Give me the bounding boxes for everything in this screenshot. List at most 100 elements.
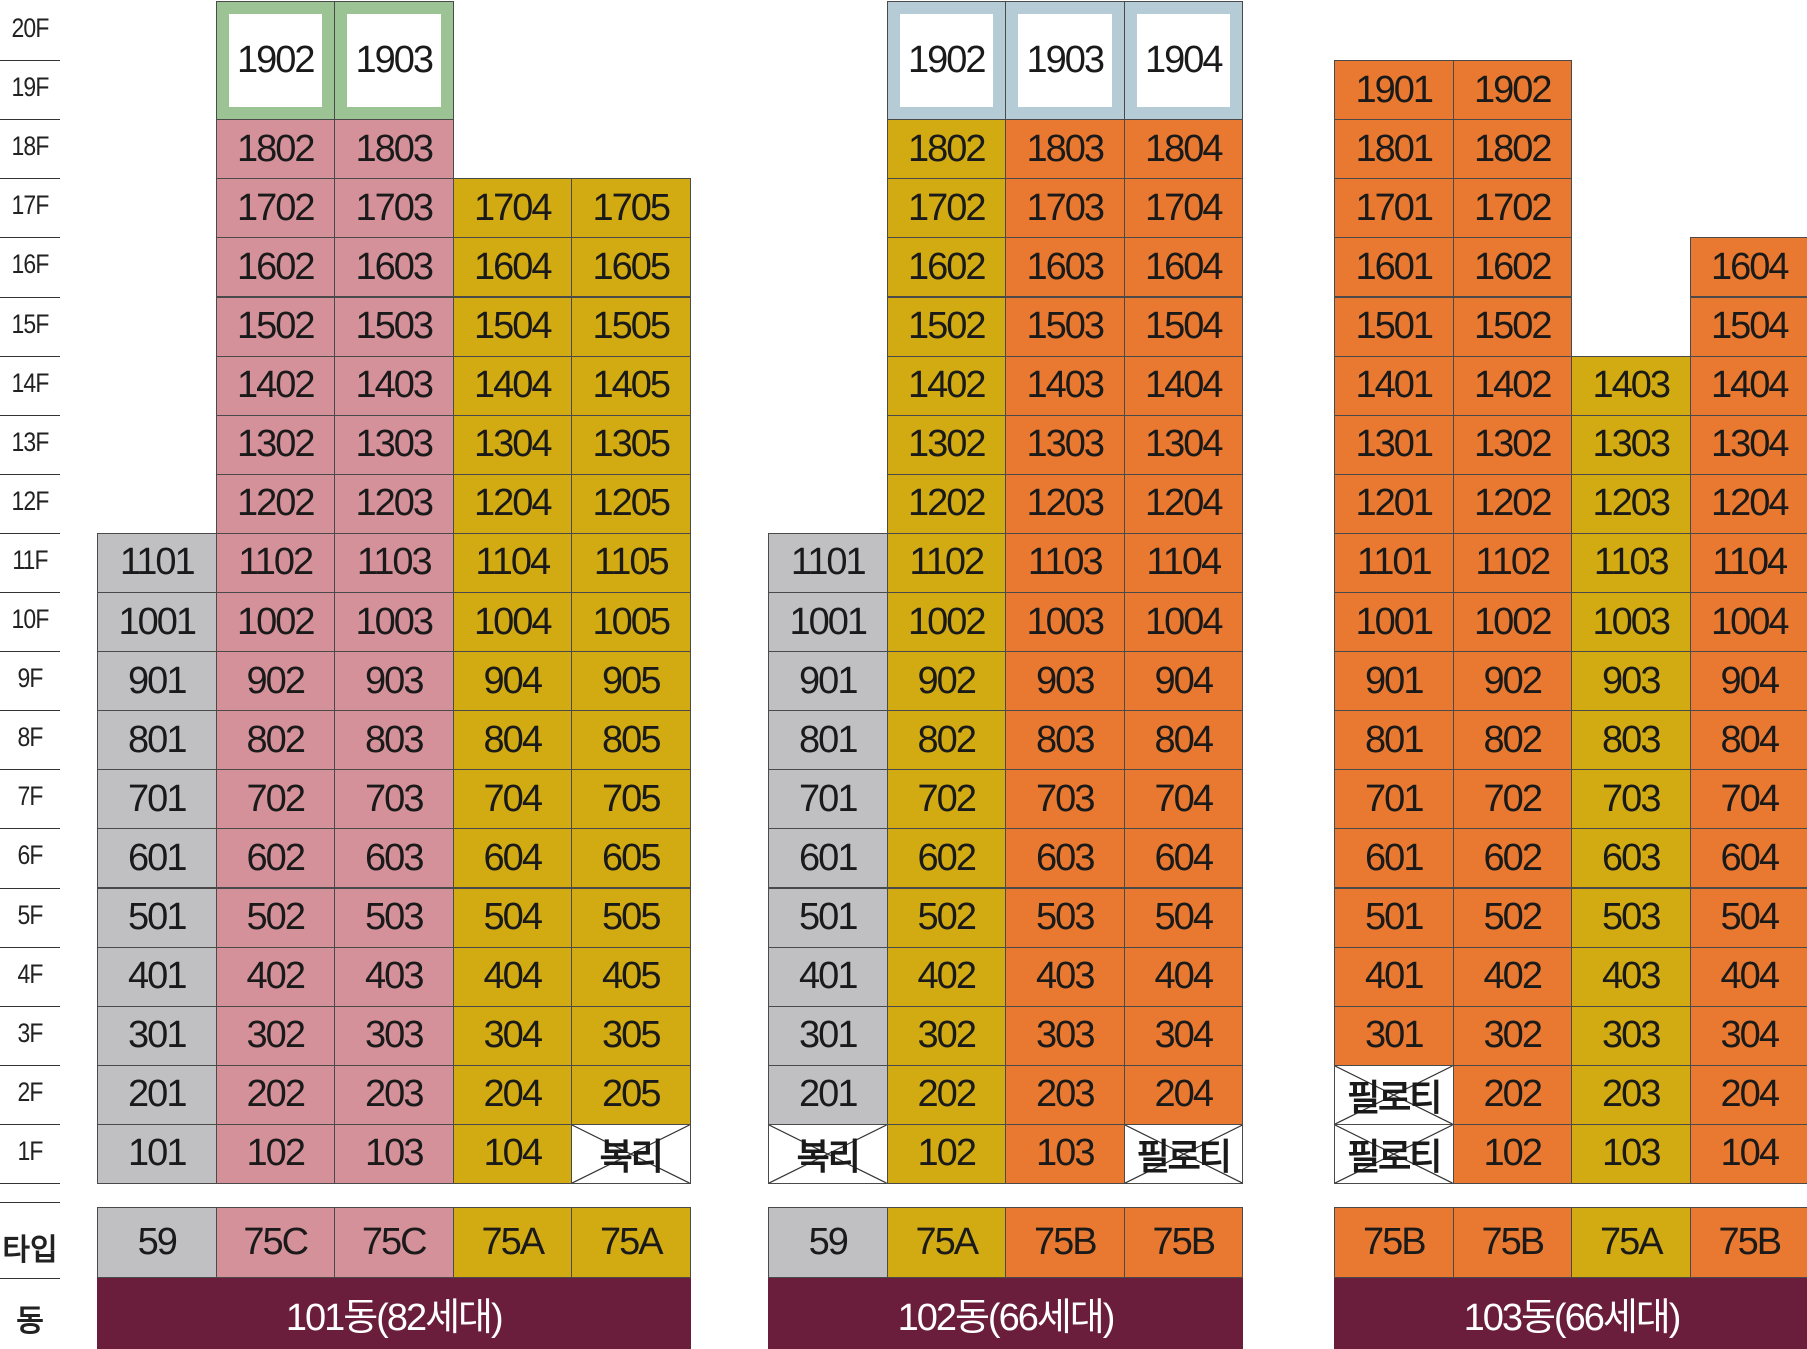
- unit-cell: 1603: [1005, 237, 1125, 298]
- unit-cell: 1703: [1005, 178, 1125, 239]
- floor-separator: [0, 946, 60, 948]
- unit-label: 503: [365, 896, 424, 939]
- unit-label: 604: [1154, 836, 1214, 879]
- unit-cell: 1303: [1005, 414, 1125, 475]
- unit-label: 401: [128, 955, 187, 998]
- unit-label: 103: [1602, 1132, 1661, 1175]
- unit-type-cell: 75B: [1005, 1207, 1125, 1278]
- unit-cell-inner: [1018, 14, 1112, 108]
- unit-label: 1801: [1355, 127, 1434, 170]
- floor-separator: [0, 473, 60, 475]
- unit-label: 1001: [118, 600, 197, 643]
- unit-label: 902: [1483, 659, 1543, 702]
- floor-label: 10F: [11, 604, 49, 634]
- unit-cell: 1101: [1334, 532, 1454, 593]
- unit-label: 403: [1036, 955, 1095, 998]
- unit-label: 1502: [1473, 305, 1553, 348]
- unit-cell: 501: [768, 887, 888, 948]
- unit-label: 301: [1365, 1014, 1424, 1057]
- cross-mark-icon: [769, 1124, 887, 1183]
- unit-type-cell: 75B: [1334, 1207, 1454, 1278]
- cross-mark-icon: [1335, 1124, 1453, 1183]
- unit-cell: 1504: [1689, 296, 1807, 357]
- unit-label: 402: [1483, 955, 1543, 998]
- unit-label: 1702: [1473, 186, 1553, 229]
- unit-cell: 705: [571, 769, 691, 830]
- unit-type-cell: 75B: [1689, 1207, 1807, 1278]
- unit-cell: 904: [1689, 651, 1807, 712]
- unit-label: 1001: [789, 600, 868, 643]
- unit-cell: 501: [97, 887, 217, 948]
- unit-cell: 1602: [1452, 237, 1572, 298]
- unit-cell: 1802: [1452, 119, 1572, 180]
- unit-cell: 304: [452, 1005, 572, 1066]
- unit-cell: 804: [452, 710, 572, 771]
- unit-label: 1402: [907, 364, 987, 407]
- unit-cell: 504: [452, 887, 572, 948]
- unit-label: 605: [602, 836, 661, 879]
- unit-cell: 1604: [1123, 237, 1243, 298]
- unit-cell: 502: [1452, 887, 1572, 948]
- unit-label: 502: [246, 896, 306, 939]
- unit-cell: 1304: [1123, 414, 1243, 475]
- unit-label: 1303: [355, 423, 434, 466]
- unit-label: 1003: [1592, 600, 1671, 643]
- unit-label: 902: [917, 659, 977, 702]
- unit-label: 505: [602, 896, 661, 939]
- unit-label: 복리: [796, 1135, 861, 1177]
- floor-separator: [0, 1123, 60, 1125]
- unit-label: 602: [246, 836, 306, 879]
- unit-cell: 1203: [1005, 473, 1125, 534]
- unit-cell: 402: [886, 946, 1006, 1007]
- unit-label: 1604: [1710, 245, 1790, 288]
- unit-cell: 903: [334, 651, 454, 712]
- unit-label: 1004: [473, 600, 553, 643]
- unit-cell: 1404: [1689, 355, 1807, 416]
- unit-label: 1502: [907, 305, 987, 348]
- unit-label: 1101: [790, 541, 867, 584]
- unit-cell: 503: [1571, 887, 1691, 948]
- unit-cell: 703: [1571, 769, 1691, 830]
- unit-label: 802: [1483, 718, 1543, 761]
- common-facility-cell: 필로티: [1334, 1123, 1454, 1184]
- floor-label: 14F: [11, 367, 49, 398]
- unit-label: 1204: [473, 482, 553, 525]
- common-facility-cell: 필로티: [1334, 1064, 1454, 1125]
- unit-cell: 701: [97, 769, 217, 830]
- unit-cell: 203: [1005, 1064, 1125, 1125]
- unit-label: 702: [246, 777, 306, 820]
- unit-label: 1803: [355, 127, 434, 170]
- unit-cell: 1403: [1571, 355, 1691, 416]
- unit-cell: 1104: [1689, 532, 1807, 593]
- unit-cell: 202: [215, 1064, 335, 1125]
- unit-cell: 905: [571, 651, 691, 712]
- unit-cell: 1404: [452, 355, 572, 416]
- unit-label: 405: [602, 955, 661, 998]
- unit-label: 802: [246, 718, 306, 761]
- unit-label: 1403: [1592, 364, 1671, 407]
- unit-label: 901: [1365, 659, 1424, 702]
- unit-cell: 1303: [334, 414, 454, 475]
- unit-cell: 604: [1689, 828, 1807, 889]
- unit-cell: 1803: [334, 119, 454, 180]
- unit-label: 302: [917, 1014, 977, 1057]
- unit-label: 1505: [592, 305, 671, 348]
- unit-label: 1001: [1355, 600, 1434, 643]
- unit-cell: 1104: [452, 532, 572, 593]
- unit-cell: 204: [452, 1064, 572, 1125]
- unit-cell: 1002: [215, 592, 335, 653]
- unit-cell: 1603: [334, 237, 454, 298]
- unit-label: 1404: [1144, 364, 1224, 407]
- unit-cell: 104: [452, 1123, 572, 1184]
- unit-label: 1002: [236, 600, 316, 643]
- unit-label: 504: [483, 896, 543, 939]
- unit-cell: 1605: [571, 237, 691, 298]
- unit-label: 501: [799, 896, 858, 939]
- unit-type-cell: 75B: [1452, 1207, 1572, 1278]
- unit-cell: 1504: [452, 296, 572, 357]
- unit-cell: 1001: [768, 592, 888, 653]
- unit-cell: 1004: [452, 592, 572, 653]
- unit-cell: 1204: [452, 473, 572, 534]
- unit-label: 1503: [355, 305, 434, 348]
